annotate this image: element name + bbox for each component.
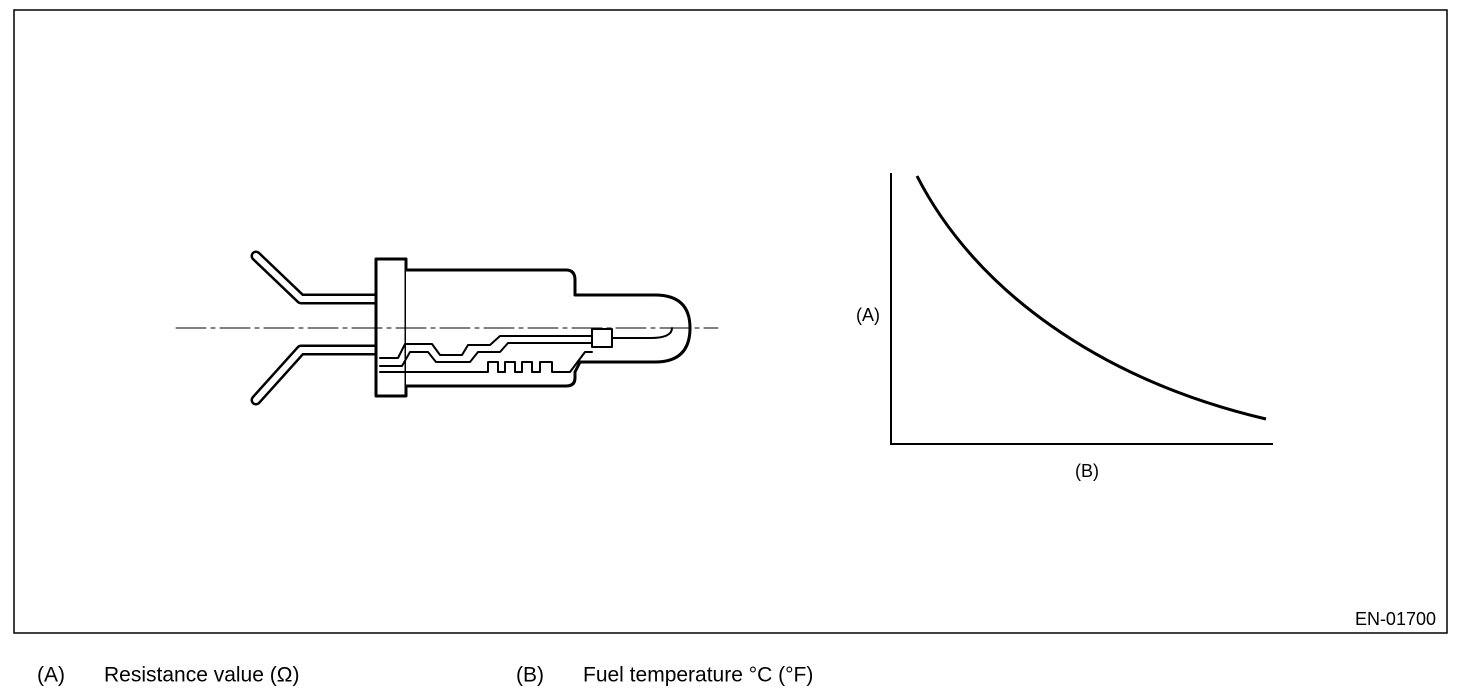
legend-text: Resistance value (Ω) bbox=[104, 664, 299, 687]
axes bbox=[890, 173, 1273, 445]
sensor-illustration bbox=[175, 250, 719, 406]
legend-key: (A) bbox=[37, 664, 65, 687]
figure-code: EN-01700 bbox=[1355, 609, 1436, 629]
graph: (A) (B) bbox=[856, 173, 1273, 481]
y-axis-label: (A) bbox=[856, 305, 880, 325]
legend-text: Fuel temperature °C (°F) bbox=[583, 664, 813, 687]
x-axis-label: (B) bbox=[1075, 461, 1099, 481]
frame bbox=[13, 9, 1448, 634]
legend-key: (B) bbox=[516, 664, 544, 687]
curve bbox=[915, 175, 1267, 421]
